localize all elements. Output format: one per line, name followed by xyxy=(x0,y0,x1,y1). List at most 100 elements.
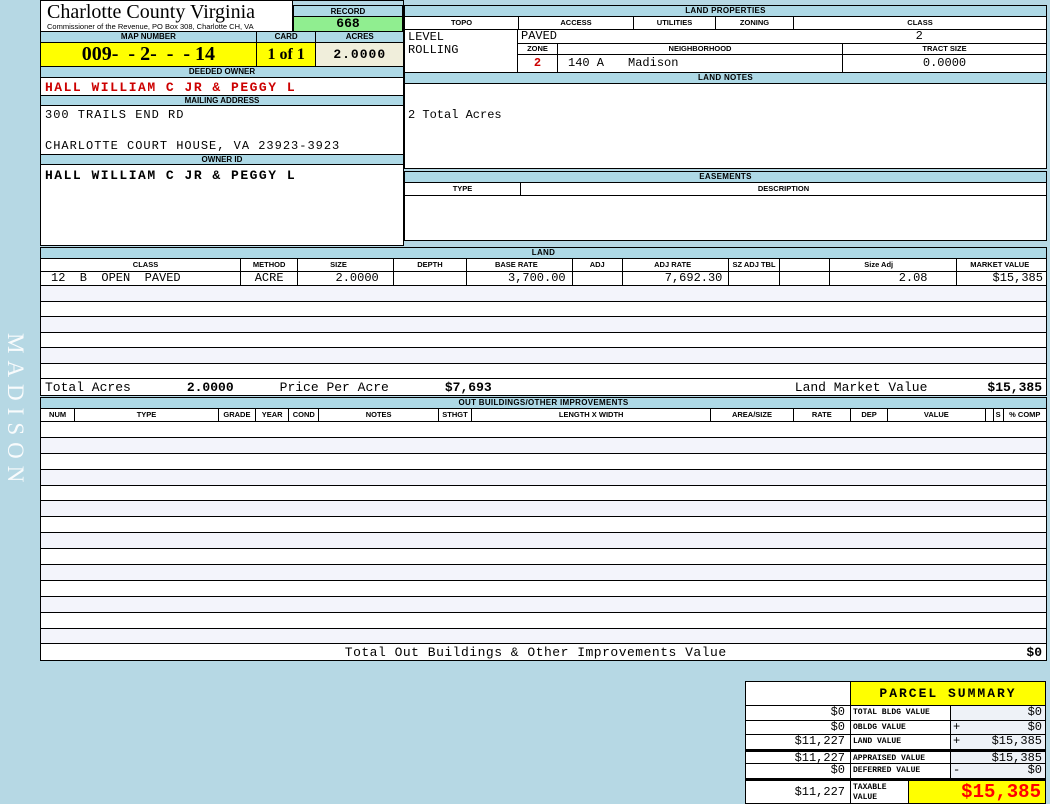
appraised-value: $15,385 xyxy=(991,750,1042,765)
op-3 xyxy=(951,752,963,764)
access-header: ACCESS xyxy=(518,17,633,29)
op-4: - xyxy=(953,763,961,777)
land-size-adj-cell: 2.08 xyxy=(828,272,956,285)
empty-row xyxy=(41,533,1046,550)
ob-grade-header: GRADE xyxy=(217,409,255,421)
map-number-label: MAP NUMBER xyxy=(41,32,257,43)
land-base-rate-header: BASE RATE xyxy=(466,259,572,271)
empty-row xyxy=(41,363,1046,379)
class-header: CLASS xyxy=(793,17,1046,29)
price-per-acre-label: Price Per Acre xyxy=(279,379,389,395)
easements-section: EASEMENTS TYPE DESCRIPTION xyxy=(404,171,1047,241)
prior-deferred-value: $0 xyxy=(746,764,851,778)
empty-row xyxy=(41,549,1046,566)
land-depth-cell xyxy=(392,272,466,285)
price-per-acre-value: $7,693 xyxy=(444,379,492,395)
prior-land-value: $11,227 xyxy=(746,735,851,749)
empty-row xyxy=(41,580,1046,597)
utilities-header: UTILITIES xyxy=(633,17,715,29)
owner-id-label: OWNER ID xyxy=(41,154,403,165)
zone-value: 2 xyxy=(518,55,558,72)
ob-year-header: YEAR xyxy=(255,409,288,421)
easements-empty-body xyxy=(404,196,1047,241)
neighborhood-name: Madison xyxy=(628,56,679,70)
prior-appraised-value: $11,227 xyxy=(746,751,851,764)
land-market-value-label: Land Market Value xyxy=(794,379,928,395)
ob-rate-header: RATE xyxy=(792,409,850,421)
out-buildings-total-row: Total Out Buildings & Other Improvements… xyxy=(40,644,1047,662)
land-base-rate-cell: 3,700.00 xyxy=(466,272,572,285)
land-notes-section: LAND NOTES 2 Total Acres xyxy=(404,72,1047,169)
mailing-address-label: MAILING ADDRESS xyxy=(41,95,403,106)
land-size-cell: 2.0000 xyxy=(297,272,392,285)
empty-row xyxy=(41,286,1046,302)
out-buildings-total-label: Total Out Buildings & Other Improvements… xyxy=(344,644,727,660)
ob-dep-header: DEP xyxy=(849,409,887,421)
topo-value-1: LEVEL xyxy=(408,30,445,44)
land-table-row: 12 B OPEN PAVED ACRE 2.0000 3,700.00 7,6… xyxy=(40,272,1047,286)
deeded-owner-value: HALL WILLIAM C JR & PEGGY L xyxy=(45,80,297,95)
summary-row-taxable: $11,227 TAXABLE VALUE $15,385 xyxy=(746,778,1045,803)
card-value: 1 of 1 xyxy=(256,43,317,67)
ob-cond-header: COND xyxy=(288,409,318,421)
record-value: 668 xyxy=(293,17,403,32)
tract-size-label: TRACT SIZE xyxy=(843,44,1046,55)
acres-label: ACRES xyxy=(316,32,403,43)
county-title: Charlotte County Virginia xyxy=(47,1,256,23)
parcel-summary: PARCEL SUMMARY $0 TOTAL BLDG VALUE $0 $0… xyxy=(745,681,1046,804)
address-line-2: CHARLOTTE COURT HOUSE, VA 23923-3923 xyxy=(45,139,341,153)
taxable-value-label: TAXABLE VALUE xyxy=(851,780,909,803)
empty-row xyxy=(41,437,1046,454)
record-label: RECORD xyxy=(293,5,403,17)
land-sz-adj-tbl-cell xyxy=(728,272,778,285)
empty-row xyxy=(41,332,1046,348)
empty-row xyxy=(41,348,1046,364)
land-empty-rows xyxy=(40,286,1047,379)
empty-row xyxy=(41,301,1046,317)
land-market-value-cell: $15,385 xyxy=(955,272,1046,285)
parcel-summary-title: PARCEL SUMMARY xyxy=(851,682,1045,706)
summary-row-deferred: $0 DEFERRED VALUE - $0 xyxy=(746,764,1045,779)
land-adj-cell xyxy=(571,272,622,285)
land-class-cell: 12 B OPEN PAVED xyxy=(51,272,181,285)
neighborhood-code: 140 A xyxy=(568,56,605,70)
land-market-value-header: MARKET VALUE xyxy=(955,259,1046,271)
empty-row xyxy=(41,596,1046,613)
land-method-cell: ACRE xyxy=(239,272,297,285)
ob-sthgt-header: STHGT xyxy=(437,409,471,421)
summary-row-appraised: $11,227 APPRAISED VALUE $15,385 xyxy=(746,749,1045,765)
appraised-value-label: APPRAISED VALUE xyxy=(851,751,951,763)
empty-row xyxy=(41,485,1046,502)
land-sz-adj-tbl-header: SZ ADJ TBL xyxy=(728,259,778,271)
total-bldg-value-label: TOTAL BLDG VALUE xyxy=(851,706,951,720)
ob-value-header: VALUE xyxy=(887,409,984,421)
land-notes-title: LAND NOTES xyxy=(404,72,1047,84)
easements-title: EASEMENTS xyxy=(404,171,1047,183)
empty-row xyxy=(41,469,1046,486)
land-depth-header: DEPTH xyxy=(392,259,466,271)
neighborhood-label: NEIGHBORHOOD xyxy=(558,44,843,55)
ob-type-header: TYPE xyxy=(74,409,218,421)
out-buildings-section: OUT BUILDINGS/OTHER IMPROVEMENTS NUM TYP… xyxy=(40,397,1047,662)
land-adj-rate-cell: 7,692.30 xyxy=(621,272,729,285)
summary-row-total-bldg: $0 TOTAL BLDG VALUE $0 xyxy=(746,706,1045,721)
empty-row xyxy=(41,422,1046,438)
commissioner-line: Commissioner of the Revenue, PO Box 308,… xyxy=(47,22,254,31)
obldg-value-label: OBLDG VALUE xyxy=(851,720,951,734)
owner-id-value: HALL WILLIAM C JR & PEGGY L xyxy=(45,168,297,183)
parcel-summary-blank-cell xyxy=(746,682,851,706)
empty-row xyxy=(41,565,1046,581)
record-box: RECORD 668 xyxy=(293,1,403,32)
land-blank-cell xyxy=(778,272,829,285)
land-totals-row: Total Acres 2.0000 Price Per Acre $7,693… xyxy=(40,379,1047,396)
land-adj-rate-header: ADJ RATE xyxy=(621,259,729,271)
access-value: PAVED xyxy=(521,29,558,43)
empty-row xyxy=(41,501,1046,518)
empty-row xyxy=(41,317,1046,333)
land-size-header: SIZE xyxy=(297,259,392,271)
card-label: CARD xyxy=(256,32,317,43)
empty-row xyxy=(41,453,1046,470)
land-market-value-total: $15,385 xyxy=(987,379,1042,395)
zone-label: ZONE xyxy=(518,44,558,55)
total-bldg-value: $0 xyxy=(1027,705,1042,719)
